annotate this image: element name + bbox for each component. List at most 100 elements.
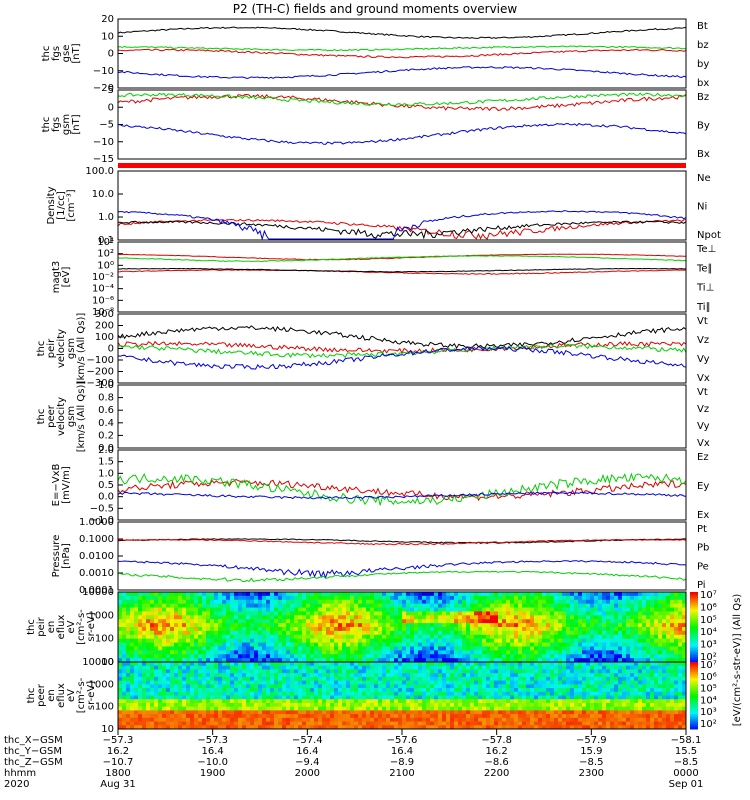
spectrogram-cell: [422, 702, 427, 708]
spectrogram-cell: [586, 630, 591, 636]
spectrogram-cell: [486, 710, 491, 715]
colorbar-step: [690, 602, 698, 605]
spectrogram-cell: [530, 665, 535, 670]
spectrogram-cell: [350, 599, 355, 605]
spectrogram-cell: [398, 607, 403, 612]
legend-entry: Te⊥: [696, 244, 716, 255]
spectrogram-cell: [290, 673, 295, 678]
spectrogram-cell: [486, 627, 491, 632]
spectrogram-cell: [294, 717, 299, 722]
spectrogram-cell: [426, 714, 431, 719]
colorbar-step: [690, 592, 698, 595]
spectrogram-cell: [314, 717, 319, 722]
spectrogram-cell: [182, 627, 187, 632]
spectrogram-cell: [322, 634, 327, 640]
spectrogram-cell: [670, 627, 675, 632]
spectrogram-cell: [574, 592, 579, 597]
spectrogram-cell: [154, 688, 159, 693]
spectrogram-cell: [334, 599, 339, 605]
spectrogram-cell: [458, 710, 463, 715]
spectrogram-cell: [646, 603, 651, 608]
spectrogram-cell: [142, 630, 147, 636]
spectrogram-cell: [406, 676, 411, 682]
spectrogram-cell: [434, 714, 439, 719]
spectrogram-cell: [154, 665, 159, 670]
spectrogram-cell: [514, 654, 519, 659]
spectrogram-cell: [474, 721, 479, 726]
spectrogram-cell: [218, 710, 223, 715]
spectrogram-cell: [354, 615, 359, 620]
spectrogram-cell: [590, 721, 595, 726]
spectrogram-cell: [342, 721, 347, 726]
spectrogram-cell: [574, 702, 579, 708]
spectrogram-cell: [470, 603, 475, 608]
spectrogram-cell: [506, 611, 511, 616]
y-tick-label: 5: [108, 85, 114, 96]
spectrogram-cell: [130, 699, 135, 704]
spectrogram-cell: [362, 603, 367, 608]
spectrogram-cell: [282, 658, 287, 663]
spectrogram-cell: [434, 595, 439, 601]
spectrogram-cell: [386, 695, 391, 700]
spectrogram-cell: [214, 623, 219, 628]
spectrogram-cell: [386, 642, 391, 647]
spectrogram-cell: [558, 662, 563, 667]
spectrogram-cell: [530, 680, 535, 685]
spectrogram-cell: [402, 623, 407, 628]
spectrogram-cell: [526, 599, 531, 605]
spectrogram-cell: [482, 695, 487, 700]
spectrogram-cell: [514, 646, 519, 651]
colorbar-tick-label: 10²: [700, 652, 717, 663]
spectrogram-cell: [406, 630, 411, 636]
spectrogram-cell: [382, 634, 387, 640]
spectrogram-cell: [130, 619, 135, 624]
spectrogram-cell: [310, 634, 315, 640]
spectrogram-cell: [226, 717, 231, 722]
spectrogram-cell: [586, 611, 591, 616]
spectrogram-cell: [238, 630, 243, 636]
spectrogram-cell: [382, 691, 387, 696]
spectrogram-cell: [146, 684, 151, 689]
spectrogram-cell: [206, 638, 211, 643]
spectrogram-cell: [150, 599, 155, 605]
spectrogram-cell: [562, 676, 567, 682]
spectrogram-cell: [250, 592, 255, 597]
spectrogram-cell: [470, 721, 475, 726]
spectrogram-cell: [594, 710, 599, 715]
spectrogram-cell: [294, 642, 299, 647]
spectrogram-cell: [366, 611, 371, 616]
spectrogram-cell: [210, 646, 215, 651]
spectrogram-cell: [134, 699, 139, 704]
spectrogram-cell: [426, 725, 431, 730]
spectrogram-cell: [418, 634, 423, 640]
spectrogram-cell: [198, 627, 203, 632]
spectrogram-cell: [554, 691, 559, 696]
spectrogram-cell: [574, 714, 579, 719]
spectrogram-cell: [226, 654, 231, 659]
spectrogram-cell: [174, 714, 179, 719]
spectrogram-cell: [162, 699, 167, 704]
spectrogram-cell: [558, 695, 563, 700]
spectrogram-cell: [306, 684, 311, 689]
spectrogram-cell: [370, 592, 375, 597]
spectrogram-cell: [202, 654, 207, 659]
spectrogram-cell: [682, 630, 687, 636]
spectrogram-cell: [434, 623, 439, 628]
spectrogram-cell: [666, 599, 671, 605]
spectrogram-cell: [158, 642, 163, 647]
spectrogram-cell: [650, 619, 655, 624]
spectrogram-cell: [362, 611, 367, 616]
spectrogram-cell: [154, 669, 159, 674]
spectrogram-cell: [586, 654, 591, 659]
spectrogram-cell: [386, 599, 391, 605]
spectrogram-cell: [322, 595, 327, 601]
spectrogram-cell: [618, 627, 623, 632]
spectrogram-cell: [570, 638, 575, 643]
spectrogram-cell: [266, 638, 271, 643]
spectrogram-cell: [494, 710, 499, 715]
spectrogram-cell: [666, 595, 671, 601]
spectrogram-cell: [258, 673, 263, 678]
spectrogram-cell: [194, 650, 199, 655]
spectrogram-cell: [614, 603, 619, 608]
spectrogram-cell: [306, 699, 311, 704]
